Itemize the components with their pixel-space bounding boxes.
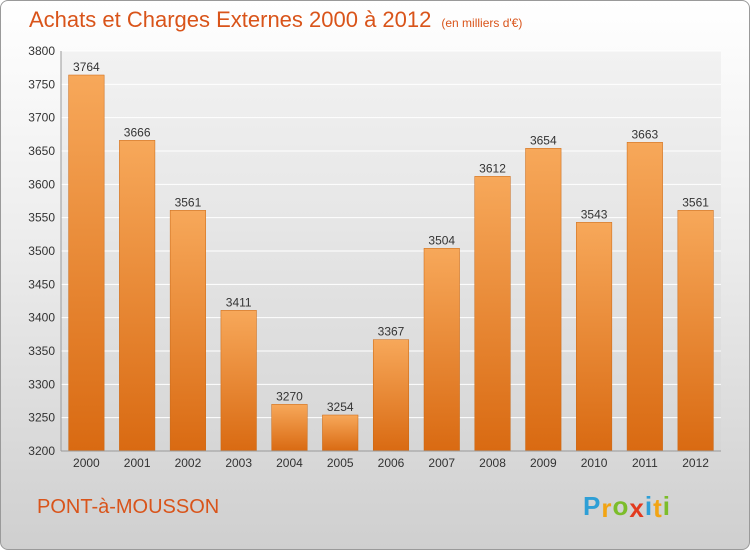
bar-value-label: 3270 [276, 389, 303, 403]
bar-2012 [677, 210, 714, 452]
x-tick-label: 2007 [428, 456, 455, 470]
bars [68, 74, 714, 452]
logo-letter: t [653, 493, 663, 523]
bar-value-label: 3666 [124, 125, 151, 139]
bar-2011 [626, 142, 663, 452]
y-tick-label: 3600 [28, 177, 55, 191]
x-tick-label: 2011 [632, 456, 658, 470]
y-tick-label: 3250 [28, 411, 55, 425]
bar-value-label: 3764 [73, 60, 100, 74]
chart-title: Achats et Charges Externes 2000 à 2012 (e… [29, 7, 522, 33]
x-tick-label: 2004 [276, 456, 303, 470]
bar-2001 [119, 140, 156, 452]
x-tick-label: 2005 [327, 456, 354, 470]
bar-2008 [474, 176, 511, 452]
y-tick-label: 3650 [28, 144, 55, 158]
bar-2003 [220, 310, 257, 452]
x-tick-label: 2000 [73, 456, 100, 470]
logo-letter: i [662, 491, 671, 521]
bar-value-label: 3504 [428, 233, 455, 247]
bar-value-label: 3543 [581, 207, 608, 221]
bar-2002 [169, 210, 206, 452]
y-tick-label: 3200 [28, 444, 55, 458]
x-tick-label: 2008 [479, 456, 506, 470]
x-tick-label: 2010 [581, 456, 608, 470]
bar-2000 [68, 74, 105, 452]
bar-labels: 3764 3666 3561 3411 3270 3254 3367 3504 3612 3654… [73, 60, 709, 414]
logo-letter: r [601, 493, 613, 523]
bar-value-label: 3561 [175, 195, 202, 209]
bar-value-label: 3367 [378, 325, 405, 339]
y-tick-label: 3400 [28, 311, 55, 325]
y-tick-label: 3500 [28, 244, 55, 258]
bar-value-label: 3654 [530, 133, 557, 147]
bar-chart: 3764 3666 3561 3411 3270 3254 3367 3504 3612 3654… [28, 44, 721, 470]
y-tick-label: 3800 [28, 44, 55, 58]
y-tick-label: 3700 [28, 111, 55, 125]
bar-2005 [322, 414, 359, 452]
bar-value-label: 3254 [327, 400, 354, 414]
y-tick-label: 3450 [28, 277, 55, 291]
town-name: PONT-à-MOUSSON [37, 496, 220, 518]
y-tick-label: 3350 [28, 344, 55, 358]
x-tick-label: 2009 [530, 456, 557, 470]
bar-2004 [271, 404, 308, 452]
logo-letter: x [629, 493, 645, 523]
chart-title-text: Achats et Charges Externes 2000 à 2012 [29, 7, 432, 32]
x-tick-label: 2006 [378, 456, 405, 470]
logo-letter: o [612, 491, 630, 521]
bar-value-label: 3663 [631, 127, 658, 141]
x-tick-label: 2001 [124, 456, 151, 470]
bar-value-label: 3561 [682, 195, 709, 209]
y-tick-label: 3300 [28, 377, 55, 391]
axes: 3200 3250 3300 3350 3400 3450 3500 3550 3600 3650… [28, 44, 721, 470]
x-tick-label: 2012 [682, 456, 709, 470]
x-tick-label: 2003 [225, 456, 252, 470]
logo-letter: i [644, 491, 654, 521]
bar-2007 [423, 248, 460, 452]
bar-value-label: 3612 [479, 161, 506, 175]
logo-letter: P [583, 491, 602, 521]
bar-value-label: 3411 [226, 295, 252, 309]
x-tick-label: 2002 [175, 456, 202, 470]
y-tick-label: 3750 [28, 77, 55, 91]
bar-2006 [372, 339, 410, 452]
bar-2009 [525, 148, 562, 452]
bar-2010 [576, 222, 613, 452]
y-tick-label: 3550 [28, 211, 55, 225]
chart-unit: (en milliers d'€) [441, 16, 523, 30]
proxiti-logo: Proxiti [583, 491, 671, 523]
